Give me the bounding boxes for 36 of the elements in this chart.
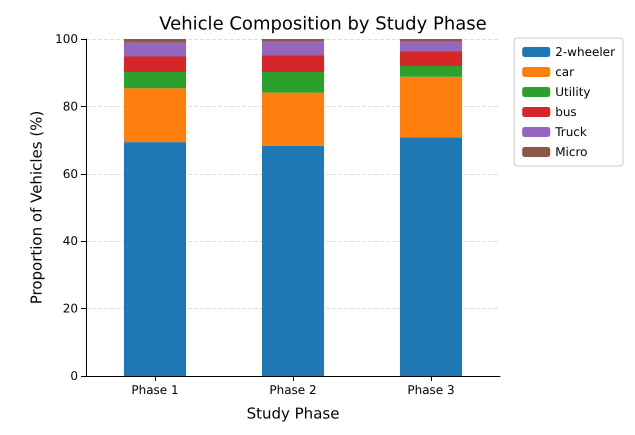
- y-axis-title: Proportion of Vehicles (%): [28, 110, 46, 304]
- x-tick-label: Phase 1: [131, 383, 179, 397]
- bar: [262, 72, 324, 93]
- x-axis-title: Study Phase: [246, 404, 340, 422]
- bar: [262, 42, 324, 56]
- legend-label: Micro: [555, 145, 588, 159]
- legend-label: 2-wheeler: [555, 45, 616, 59]
- bar: [124, 142, 186, 376]
- y-tick-label: 100: [55, 32, 78, 46]
- bar: [400, 42, 462, 52]
- y-tick-label: 0: [70, 369, 78, 383]
- bar: [262, 146, 324, 376]
- bar: [400, 66, 462, 77]
- legend-label: Truck: [554, 125, 587, 139]
- bar: [124, 39, 186, 43]
- bar: [124, 88, 186, 142]
- legend-label: Utility: [555, 85, 590, 99]
- bar: [262, 56, 324, 72]
- x-tick-label: Phase 2: [269, 383, 317, 397]
- chart-title: Vehicle Composition by Study Phase: [159, 14, 487, 34]
- bar: [262, 92, 324, 146]
- bar: [400, 137, 462, 376]
- bar: [400, 39, 462, 42]
- y-tick-label: 60: [62, 166, 78, 181]
- bar: [400, 51, 462, 66]
- bar: [124, 42, 186, 57]
- x-tick-label: Phase 3: [407, 383, 455, 397]
- bar: [262, 39, 324, 42]
- bar: [124, 56, 186, 72]
- bar: [400, 76, 462, 138]
- legend-label: bus: [555, 105, 577, 119]
- bar: [124, 72, 186, 88]
- y-tick-label: 40: [62, 234, 78, 248]
- legend-label: car: [555, 65, 574, 79]
- y-tick-label: 20: [62, 302, 78, 316]
- y-tick-label: 80: [62, 99, 78, 114]
